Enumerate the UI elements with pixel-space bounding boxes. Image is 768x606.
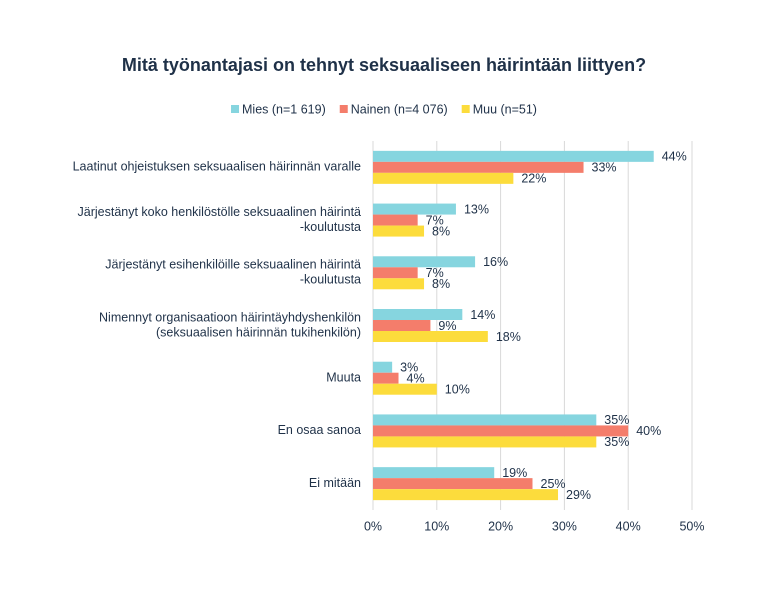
bar	[373, 256, 476, 268]
bar	[373, 161, 584, 173]
bar	[373, 267, 418, 279]
y-tick-label: Laatinut ohjeistuksen seksuaalisen häiri…	[73, 160, 361, 174]
y-tick-label: Ei mitään	[309, 476, 361, 490]
value-label: 29%	[566, 488, 591, 502]
bar	[373, 414, 597, 426]
value-label: 7%	[426, 266, 444, 280]
value-label: 4%	[407, 372, 425, 386]
value-label: 7%	[426, 213, 444, 227]
bar	[373, 203, 456, 215]
chart-title: Mitä työnantajasi on tehnyt seksuaalisee…	[122, 55, 646, 75]
bar	[373, 467, 495, 479]
bar	[373, 361, 393, 373]
y-tick-label: Järjestänyt esihenkilöille seksuaalinen …	[105, 258, 361, 272]
bar	[373, 372, 399, 384]
bar	[373, 172, 514, 184]
value-label: 35%	[604, 435, 629, 449]
bar	[373, 214, 418, 226]
value-label: 40%	[636, 424, 661, 438]
legend-label: Muu (n=51)	[473, 102, 537, 116]
value-label: 22%	[521, 172, 546, 186]
y-tick-label: -koulutusta	[300, 220, 361, 234]
bar	[373, 383, 437, 395]
x-tick-label: 20%	[488, 519, 513, 533]
legend-item: Nainen (n=4 076)	[339, 102, 448, 116]
bar	[373, 331, 488, 342]
value-label: 14%	[470, 308, 495, 322]
value-label: 9%	[438, 319, 456, 333]
x-tick-label: 40%	[616, 519, 641, 533]
value-label: 18%	[496, 330, 521, 344]
legend-swatch	[461, 105, 470, 113]
value-label: 33%	[592, 161, 617, 175]
value-label: 10%	[445, 383, 470, 397]
y-tick-label: (seksuaalisen häirinnän tukihenkilön)	[156, 325, 361, 339]
legend-item: Muu (n=51)	[461, 102, 537, 116]
value-label: 8%	[432, 224, 450, 238]
y-tick-label: En osaa sanoa	[278, 423, 361, 437]
y-tick-label: Järjestänyt koko henkilöstölle seksuaali…	[78, 205, 362, 219]
bar	[373, 436, 597, 448]
x-tick-label: 50%	[679, 519, 704, 533]
y-tick-label: Nimennyt organisaatioon häirintäyhdyshen…	[99, 310, 361, 324]
bar	[373, 425, 629, 437]
value-label: 19%	[502, 466, 527, 480]
bar	[373, 150, 654, 162]
x-tick-label: 30%	[552, 519, 577, 533]
value-label: 25%	[541, 477, 566, 491]
legend-swatch	[231, 105, 240, 113]
value-label: 44%	[662, 150, 687, 164]
value-label: 13%	[464, 202, 489, 216]
value-label: 35%	[604, 413, 629, 427]
value-label: 16%	[483, 255, 508, 269]
legend-item: Mies (n=1 619)	[231, 102, 326, 116]
value-label: 3%	[400, 361, 418, 375]
bar	[373, 309, 463, 320]
bar	[373, 478, 533, 490]
x-tick-label: 10%	[424, 519, 449, 533]
legend-label: Nainen (n=4 076)	[351, 102, 448, 116]
bar	[373, 489, 559, 501]
y-tick-label: -koulutusta	[300, 273, 361, 287]
legend-label: Mies (n=1 619)	[242, 102, 326, 116]
value-label: 8%	[432, 277, 450, 291]
bar	[373, 225, 425, 237]
bar	[373, 278, 425, 290]
x-tick-label: 0%	[364, 519, 382, 533]
y-tick-label: Muuta	[326, 371, 361, 385]
bar	[373, 320, 431, 331]
legend-swatch	[339, 105, 348, 113]
